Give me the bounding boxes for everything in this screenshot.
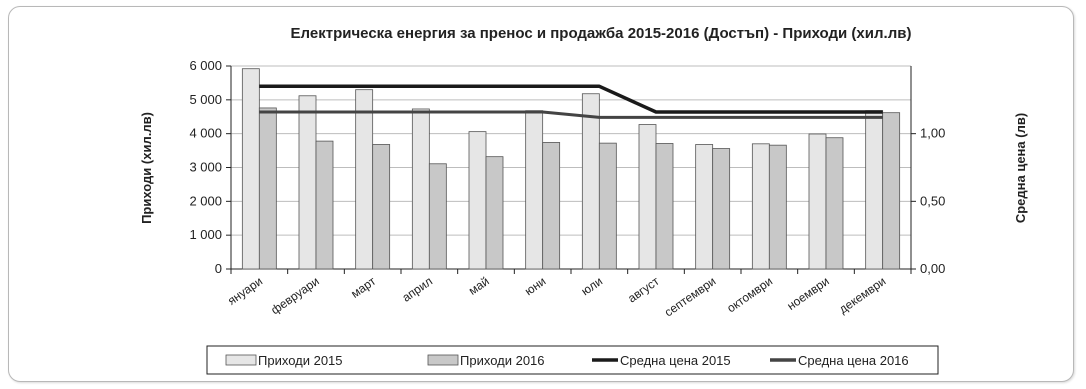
x-tick-label: юни bbox=[522, 274, 548, 298]
x-tick-label: август bbox=[625, 274, 662, 306]
bar-2015 bbox=[865, 110, 884, 270]
y2-tick-label: 0,00 bbox=[920, 261, 945, 276]
bar-2015 bbox=[751, 143, 770, 270]
bar-2016 bbox=[825, 137, 844, 270]
y2-axis-ticks: 0,00 0,50 1,00 bbox=[920, 126, 945, 276]
x-tick-label: януари bbox=[225, 274, 265, 308]
bar-2015 bbox=[355, 89, 374, 270]
x-tick-label: юли bbox=[579, 274, 605, 298]
x-tick-label: март bbox=[348, 274, 378, 301]
bar-2016 bbox=[598, 142, 617, 270]
chart-title: Електрическа енергия за пренос и продажб… bbox=[291, 25, 912, 42]
bar-2015 bbox=[241, 68, 260, 270]
bar-2015 bbox=[411, 108, 430, 270]
x-tick-label: септември bbox=[662, 274, 719, 319]
bar-2016 bbox=[372, 144, 391, 270]
legend: Приходи 2015 Приходи 2016 Средна цена 2015… bbox=[206, 345, 939, 375]
bar-2015 bbox=[808, 133, 827, 270]
bar-2016 bbox=[428, 163, 447, 270]
bar-2016 bbox=[882, 112, 901, 270]
legend-box bbox=[206, 345, 939, 375]
y2-tick-label: 1,00 bbox=[920, 126, 945, 141]
bar-2016 bbox=[712, 148, 731, 270]
y-axis-label: Приходи (хил.лв) bbox=[139, 112, 154, 224]
x-tick-label: декември bbox=[836, 274, 888, 316]
bar-2015 bbox=[298, 95, 317, 270]
line-price-2016 bbox=[259, 110, 883, 119]
lines-group bbox=[259, 84, 883, 119]
x-tick-label: април bbox=[400, 274, 436, 305]
x-tick-label: май bbox=[466, 274, 492, 298]
y-tick-label: 4 000 bbox=[189, 126, 222, 141]
y-tick-label: 5 000 bbox=[189, 92, 222, 107]
legend-label: Средна цена 2015 bbox=[620, 353, 731, 368]
legend-swatch bbox=[427, 354, 459, 366]
bar-2015 bbox=[695, 144, 714, 270]
y-tick-label: 2 000 bbox=[189, 193, 222, 208]
legend-label: Приходи 2016 bbox=[460, 353, 545, 368]
bar-2016 bbox=[542, 142, 561, 270]
x-axis-labels: януари февруари март април май юни юли август се… bbox=[225, 274, 888, 320]
line-price-2015 bbox=[259, 84, 883, 114]
x-tick-label: ноември bbox=[784, 274, 831, 313]
x-tick-label: октомври bbox=[724, 274, 775, 315]
y-tick-label: 3 000 bbox=[189, 160, 222, 175]
y-tick-label: 0 bbox=[215, 261, 222, 276]
bar-2015 bbox=[468, 131, 487, 270]
y-axis-ticks: 0 1 000 2 000 3 000 4 000 5 000 6 000 bbox=[189, 58, 222, 276]
bar-2015 bbox=[525, 110, 544, 270]
bars-group bbox=[241, 68, 901, 270]
y2-tick-label: 0,50 bbox=[920, 193, 945, 208]
grid-lines bbox=[226, 65, 916, 274]
bar-2016 bbox=[768, 144, 787, 270]
bar-2016 bbox=[655, 143, 674, 270]
legend-label: Средна цена 2016 bbox=[798, 353, 909, 368]
bar-2015 bbox=[638, 124, 657, 270]
legend-label: Приходи 2015 bbox=[258, 353, 343, 368]
y-tick-label: 1 000 bbox=[189, 227, 222, 242]
legend-swatch bbox=[225, 354, 257, 366]
bar-2016 bbox=[485, 156, 504, 270]
x-tick-label: февруари bbox=[268, 274, 321, 317]
y-tick-label: 6 000 bbox=[189, 58, 222, 73]
bar-2015 bbox=[581, 93, 600, 270]
bar-2016 bbox=[258, 107, 277, 270]
bar-2016 bbox=[315, 140, 334, 270]
y2-axis-label: Средна цена (лв) bbox=[1013, 113, 1028, 223]
